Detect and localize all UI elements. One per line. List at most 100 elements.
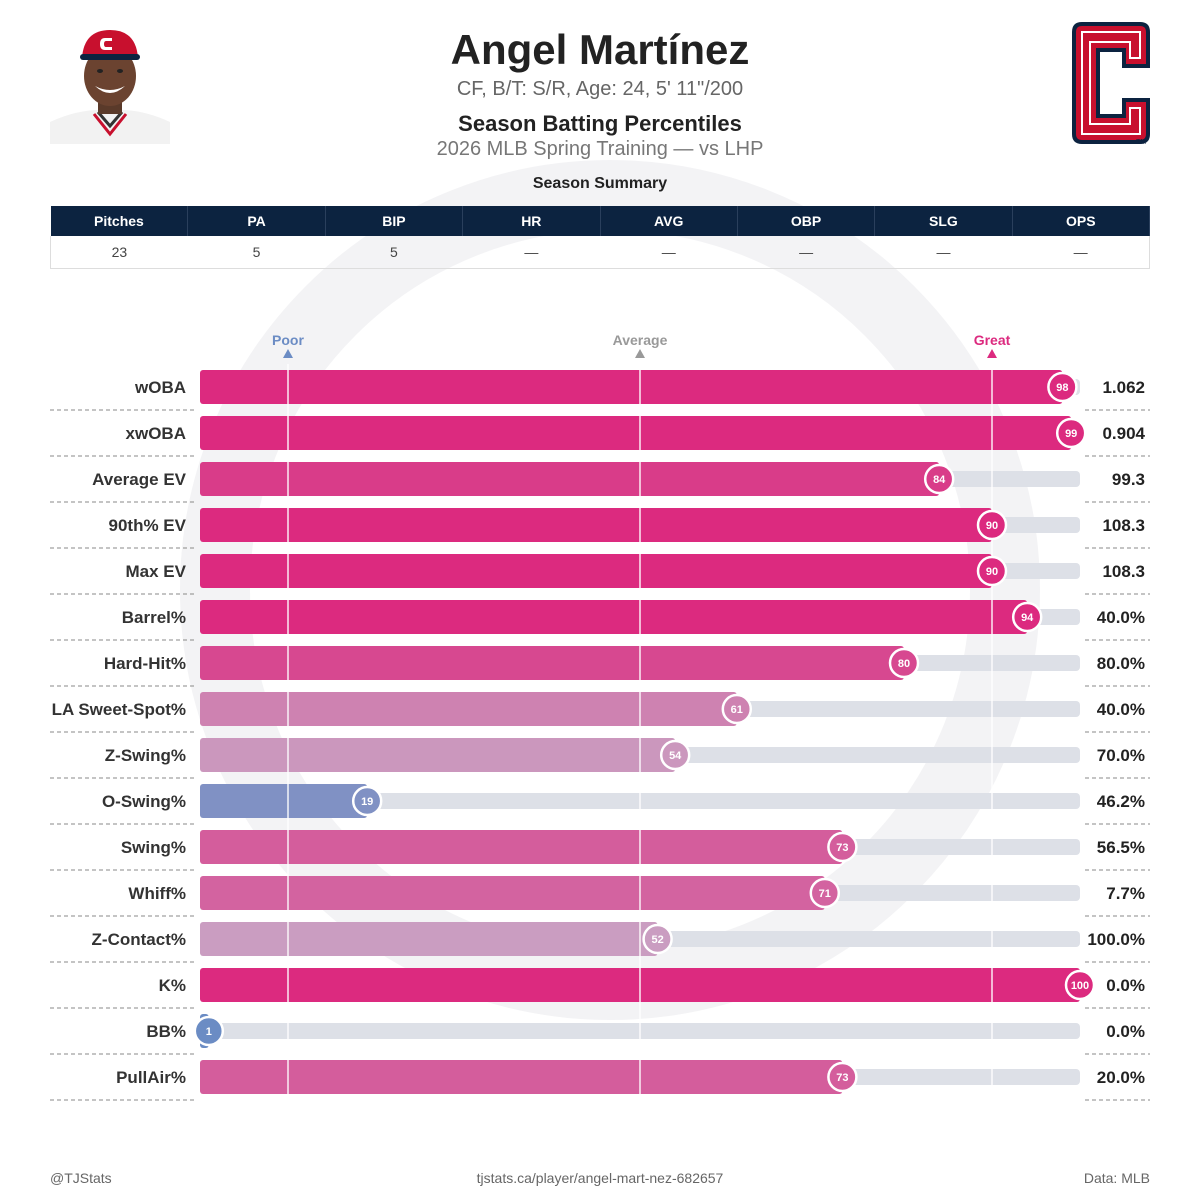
summary-col-obp: OBP xyxy=(737,206,876,236)
category-label: 90th% EV xyxy=(109,516,187,535)
chart-subtitle: 2026 MLB Spring Training — vs LHP xyxy=(436,138,764,160)
marker-arrow-average xyxy=(635,349,645,358)
percentile-marker xyxy=(809,877,841,909)
percentile-value: 73 xyxy=(836,1072,848,1084)
category-label: wOBA xyxy=(134,378,186,397)
percentile-bar xyxy=(200,922,658,956)
category-label: BB% xyxy=(146,1022,186,1041)
percentile-marker xyxy=(659,739,691,771)
percentile-marker xyxy=(976,509,1008,541)
stat-value: 108.3 xyxy=(1102,562,1145,581)
percentile-value: 71 xyxy=(819,888,831,900)
percentile-marker xyxy=(827,1061,858,1093)
percentile-value: 100 xyxy=(1071,980,1089,992)
summary-col-bip: BIP xyxy=(325,206,464,236)
percentile-bar xyxy=(200,462,940,496)
percentile-marker xyxy=(976,555,1008,587)
stat-value: 0.0% xyxy=(1106,976,1145,995)
percentile-bar xyxy=(200,554,992,588)
percentile-value: 1 xyxy=(206,1026,212,1038)
summary-value-pitches: 23 xyxy=(49,236,188,269)
summary-value-pa: 5 xyxy=(187,236,326,269)
player-headshot xyxy=(50,24,170,144)
category-label: Average EV xyxy=(92,470,187,489)
percentile-marker xyxy=(1055,417,1087,449)
marker-arrow-poor xyxy=(283,349,293,358)
percentile-value: 84 xyxy=(933,474,946,486)
percentile-marker xyxy=(923,463,955,495)
marker-label-poor: Poor xyxy=(272,332,304,348)
summary-value-ops: — xyxy=(1012,236,1151,269)
category-label: Z-Swing% xyxy=(105,746,186,765)
percentile-bar xyxy=(200,600,1028,634)
summary-value-slg: — xyxy=(874,236,1013,269)
percentile-marker xyxy=(1011,601,1043,633)
percentile-value: 99 xyxy=(1065,428,1077,440)
stat-value: 0.904 xyxy=(1102,424,1145,443)
team-logo: TM xyxy=(1068,22,1154,146)
percentile-bar xyxy=(200,830,843,864)
category-label: Max EV xyxy=(126,562,187,581)
percentile-marker xyxy=(351,785,383,817)
percentile-value: 94 xyxy=(1021,612,1034,624)
percentile-bar xyxy=(200,370,1063,404)
season-summary-table: Pitches PA BIP HR AVG OBP SLG OPS 23 5 5— — — — — xyxy=(49,206,1151,269)
percentile-marker xyxy=(827,831,858,863)
percentile-marker xyxy=(721,693,753,725)
header: Angel Martínez CF, B/T: S/R, Age: 24, 5'… xyxy=(0,0,1200,170)
stat-value: 46.2% xyxy=(1097,792,1145,811)
percentile-marker xyxy=(193,1015,225,1047)
stat-value: 80.0% xyxy=(1097,654,1145,673)
percentile-value: 52 xyxy=(651,934,663,946)
percentile-bar xyxy=(200,416,1072,450)
summary-col-hr: HR xyxy=(462,206,601,236)
percentile-bar xyxy=(200,1060,843,1094)
summary-values-row: 23 5 5— — — — — xyxy=(49,236,1151,269)
summary-col-pitches: Pitches xyxy=(50,206,189,236)
category-label: K% xyxy=(159,976,186,995)
stat-value: 40.0% xyxy=(1097,700,1145,719)
category-label: Whiff% xyxy=(128,884,186,903)
percentile-value: 54 xyxy=(669,750,682,762)
percentile-bar xyxy=(200,738,676,772)
marker-label-average: Average xyxy=(613,332,668,348)
percentile-value: 73 xyxy=(836,842,848,854)
summary-col-avg: AVG xyxy=(600,206,738,236)
stat-value: 100.0% xyxy=(1087,930,1145,949)
category-label: LA Sweet-Spot% xyxy=(52,700,186,719)
category-label: Z-Contact% xyxy=(92,930,186,949)
svg-text:TM: TM xyxy=(1136,139,1146,146)
percentile-marker xyxy=(1047,371,1078,403)
stat-value: 1.062 xyxy=(1102,378,1145,397)
percentile-bar xyxy=(200,784,368,818)
footer-source: Data: MLB xyxy=(1083,1170,1150,1186)
percentile-bar xyxy=(200,876,825,910)
summary-col-slg: SLG xyxy=(874,206,1013,236)
summary-header-row: Pitches PA BIP HR AVG OBP SLG OPS xyxy=(50,206,1151,236)
category-label: Barrel% xyxy=(122,608,186,627)
category-label: Hard-Hit% xyxy=(104,654,186,673)
stat-value: 20.0% xyxy=(1097,1068,1145,1087)
percentile-value: 61 xyxy=(731,704,743,716)
summary-value-obp: — xyxy=(737,236,875,269)
percentile-marker xyxy=(642,923,673,955)
percentile-value: 90 xyxy=(986,520,998,532)
summary-value-avg: — xyxy=(600,236,738,269)
stat-value: 108.3 xyxy=(1102,516,1145,535)
stat-value: 0.0% xyxy=(1106,1022,1145,1041)
percentile-value: 19 xyxy=(361,796,373,808)
player-info: CF, B/T: S/R, Age: 24, 5' 11"/200 xyxy=(456,78,744,100)
player-name: Angel Martínez xyxy=(450,26,750,73)
footer-handle: @TJStats xyxy=(50,1170,112,1186)
summary-col-pa: PA xyxy=(187,206,326,236)
percentile-value: 98 xyxy=(1056,382,1068,394)
summary-value-bip: 5 xyxy=(325,236,463,269)
percentile-marker xyxy=(888,647,920,679)
stat-value: 7.7% xyxy=(1106,884,1145,903)
category-label: O-Swing% xyxy=(102,792,186,811)
category-label: Swing% xyxy=(121,838,186,857)
percentile-marker xyxy=(1064,969,1096,1001)
footer-url: tjstats.ca/player/angel-mart-nez-682657 xyxy=(476,1170,724,1186)
percentile-bar xyxy=(200,692,737,726)
stat-value: 70.0% xyxy=(1097,746,1145,765)
